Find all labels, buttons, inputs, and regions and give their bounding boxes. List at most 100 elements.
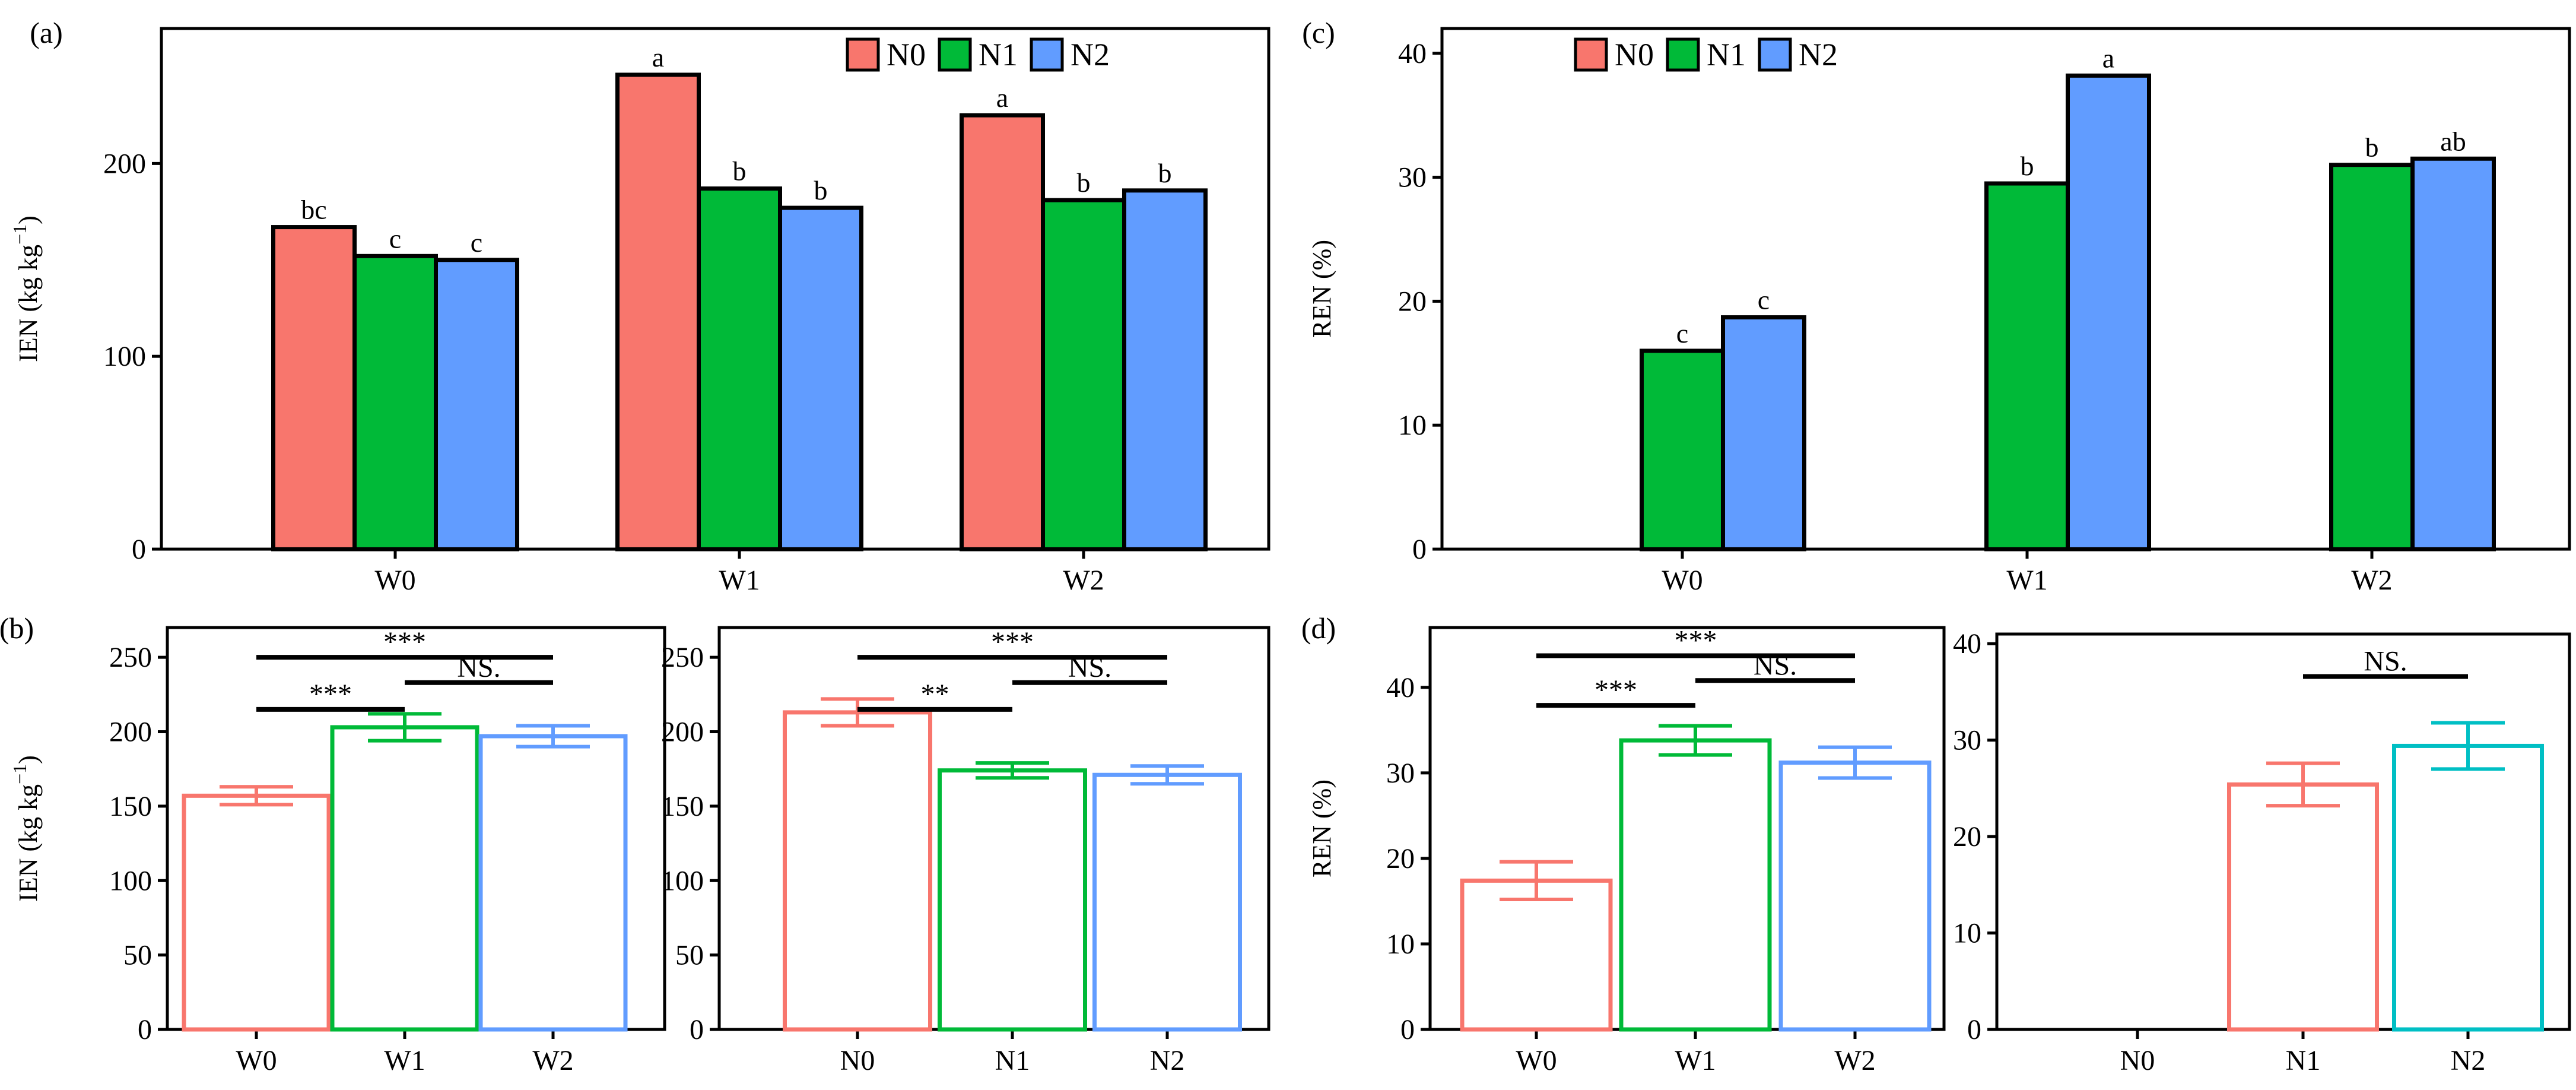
x-tick-label: N1 — [995, 1045, 1030, 1076]
bar-W1 — [330, 725, 479, 1032]
legend-swatch-N1 — [1666, 37, 1700, 72]
bar-N2-W0 — [434, 258, 519, 552]
chart-b1: 0 50 100 150 200 250 W0 W1 W2 (b) IEN (kg kg−1) ***… — [0, 611, 666, 1076]
y-tick-label: 200 — [661, 717, 704, 748]
bar-N2-W0 — [1721, 315, 1806, 552]
panel-label: (c) — [1302, 16, 1335, 49]
plot-frame — [166, 626, 666, 1031]
y-axis-label-superscript: −1 — [9, 224, 30, 245]
legend-swatch-N2 — [1758, 37, 1792, 72]
significance-letter: c — [1676, 318, 1688, 348]
y-tick-label: 50 — [123, 940, 152, 971]
error-bar-W2 — [1818, 745, 1892, 780]
significance-letter: a — [996, 83, 1008, 113]
y-tick-label: 250 — [661, 642, 704, 673]
significance-letter: a — [652, 42, 664, 72]
bar-N1-W1 — [1984, 181, 2070, 552]
x-tick-label: W2 — [1063, 565, 1104, 596]
bar-N2 — [2392, 743, 2544, 1032]
bar-N2-W1 — [778, 205, 863, 552]
significance-letter: c — [1758, 285, 1770, 315]
chart-a: 0 100 200 W0 W1 W2 (a) IEN (kg kg−1) bc c c a b b a b b N… — [9, 16, 1270, 596]
y-tick-label: 30 — [1953, 725, 1981, 756]
significance-letter: a — [2102, 43, 2114, 73]
significance-letter: b — [1158, 158, 1172, 188]
significance-label: ** — [921, 679, 949, 710]
y-tick-label: 0 — [1412, 534, 1427, 565]
x-tick-label: W0 — [1662, 565, 1702, 596]
y-tick-label: 100 — [661, 865, 704, 896]
y-axis-label-superscript: −1 — [9, 764, 30, 784]
y-axis-label: REN (%) — [1307, 780, 1336, 877]
significance-label: NS. — [1754, 649, 1797, 681]
y-tick-label: 100 — [109, 865, 152, 896]
bar-N2 — [1092, 772, 1242, 1032]
significance-label: *** — [991, 626, 1034, 658]
bar-N1 — [2227, 782, 2379, 1032]
legend-swatch-N0 — [846, 37, 880, 72]
bar-N2-W2 — [2410, 156, 2496, 552]
legend-label-N1: N1 — [979, 37, 1018, 72]
bar-N1 — [938, 768, 1087, 1032]
significance-letter: ab — [2440, 126, 2466, 156]
significance-label: *** — [1594, 674, 1637, 706]
error-bar-W1 — [368, 712, 441, 743]
legend-swatch-N0 — [1574, 37, 1608, 72]
bar-N2-W1 — [2066, 73, 2151, 552]
chart-d2: 0 10 20 30 40 N0 N1 N2 NS. — [1953, 628, 2571, 1076]
significance-letter: b — [733, 156, 747, 186]
bar-W1 — [1619, 738, 1772, 1032]
y-tick-label: 10 — [1398, 410, 1427, 441]
x-tick-label: W2 — [532, 1045, 573, 1076]
significance-label: NS. — [457, 652, 500, 683]
significance-label: NS. — [1068, 652, 1111, 683]
bar-W2 — [478, 734, 628, 1032]
plot-frame — [1428, 626, 1946, 1031]
y-tick-label: 40 — [1953, 628, 1981, 660]
significance-letter: b — [2021, 151, 2034, 181]
significance-letter: b — [1077, 167, 1091, 198]
y-tick-label: 200 — [109, 717, 152, 748]
y-tick-label: 30 — [1398, 162, 1427, 194]
legend: N0 N1 N2 — [1574, 37, 1838, 72]
y-axis-label-close: ) — [14, 755, 43, 764]
legend-label-N2: N2 — [1799, 37, 1838, 72]
significance-letter: bc — [301, 195, 326, 225]
error-bar-N1 — [976, 761, 1049, 780]
y-tick-label: 20 — [1953, 821, 1981, 853]
y-axis-label: IEN (kg kg−1) — [9, 755, 43, 902]
y-tick-label: 20 — [1386, 843, 1415, 874]
y-axis-label: IEN (kg kg−1) — [9, 216, 43, 362]
error-bar-N2 — [1130, 764, 1204, 786]
y-axis-label: REN (%) — [1307, 240, 1336, 338]
error-bar-N1 — [2266, 761, 2340, 808]
y-tick-label: 0 — [138, 1014, 152, 1045]
y-axis-label-main: IEN (kg kg — [14, 784, 43, 902]
y-tick-label: 0 — [690, 1014, 704, 1045]
x-tick-label: W0 — [236, 1045, 277, 1076]
x-tick-label: W2 — [1834, 1045, 1875, 1076]
y-tick-label: 100 — [103, 341, 146, 372]
bar-N1-W0 — [352, 254, 438, 552]
error-bar-W1 — [1659, 724, 1732, 757]
panel-label: (d) — [1301, 611, 1336, 645]
legend-label-N0: N0 — [1615, 37, 1654, 72]
bar-W0 — [1460, 878, 1613, 1032]
bar-N0-W1 — [615, 72, 701, 552]
chart-d1: 0 10 20 30 40 W0 W1 W2 (d) REN (%) *** NS. *** — [1301, 611, 1946, 1076]
bar-N0-W2 — [960, 113, 1045, 552]
legend-swatch-N2 — [1030, 37, 1064, 72]
chart-b2: 0 50 100 150 200 250 N0 N1 N2 *** NS. ** — [661, 626, 1270, 1076]
y-tick-label: 10 — [1386, 929, 1415, 960]
y-axis-label-close: ) — [14, 216, 43, 224]
y-tick-label: 40 — [1398, 38, 1427, 69]
legend: N0 N1 N2 — [846, 37, 1110, 72]
error-bar-N0 — [821, 697, 894, 728]
bar-W0 — [182, 793, 331, 1032]
y-tick-label: 0 — [1400, 1014, 1415, 1045]
significance-label: *** — [309, 679, 352, 710]
y-axis-label-main: REN (%) — [1307, 780, 1336, 877]
x-tick-label: W0 — [374, 565, 415, 596]
panel-label: (a) — [30, 16, 63, 49]
